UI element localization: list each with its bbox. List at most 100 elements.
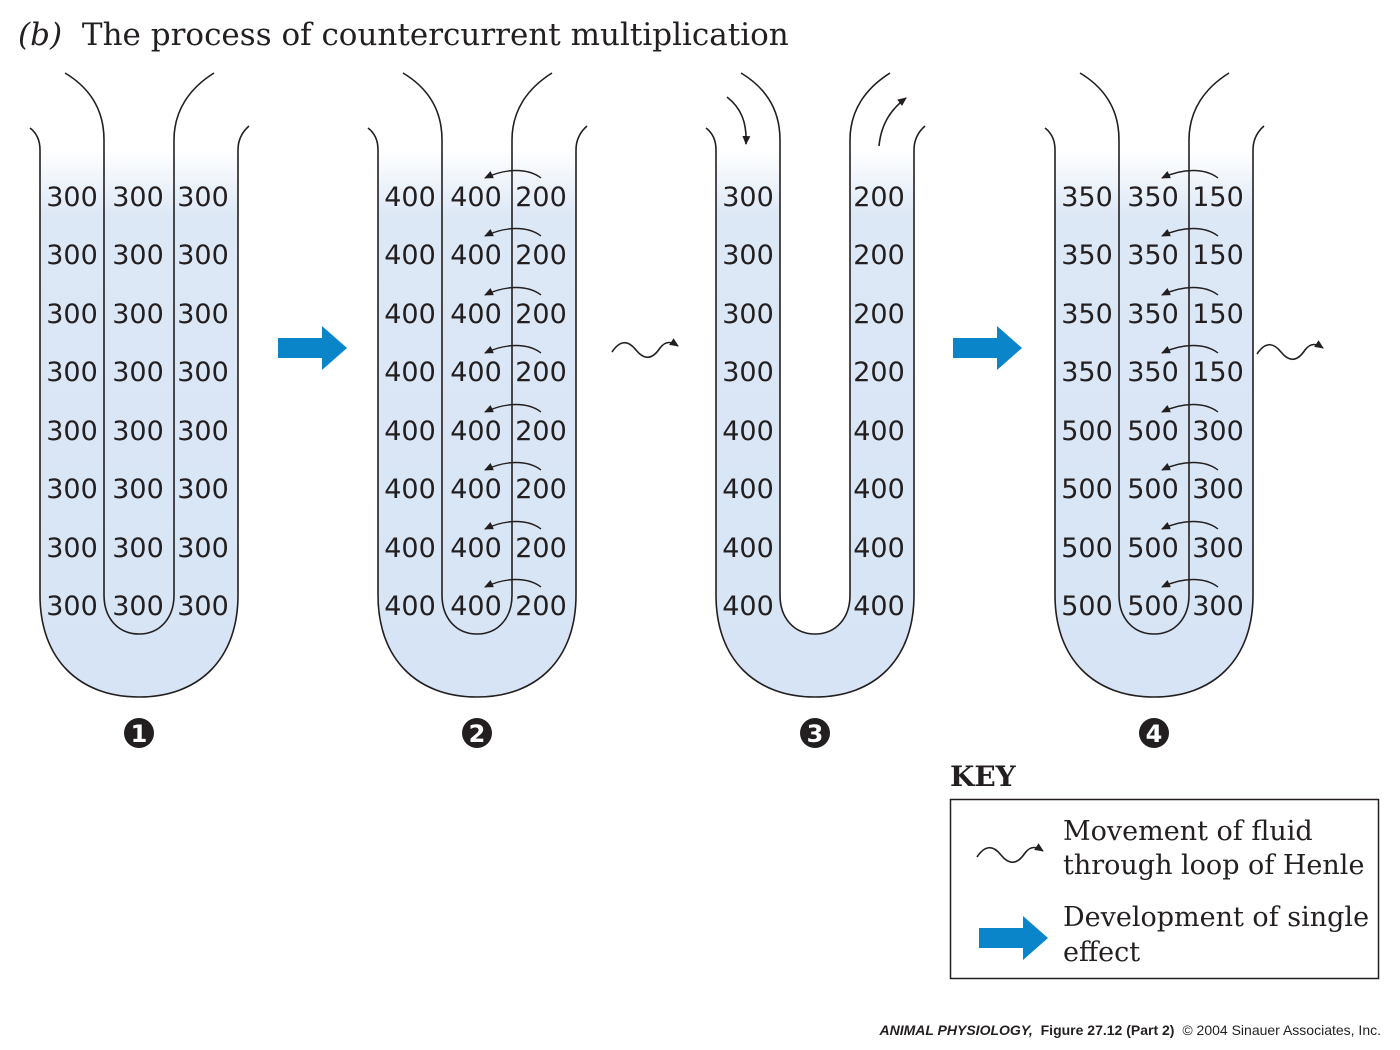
interstitial-value: 300 [112, 357, 164, 388]
step-badge [124, 718, 154, 748]
step-badge [462, 718, 492, 748]
salt-transport-arrow-icon [484, 461, 542, 471]
step-badge [1139, 718, 1169, 748]
key-box [949, 798, 1380, 980]
ascending-limb-value: 150 [1192, 357, 1244, 388]
interstitial-value: 500 [1127, 416, 1179, 447]
salt-transport-arrow-icon [484, 227, 542, 237]
descending-limb-value: 300 [46, 240, 98, 271]
descending-limb-value: 400 [384, 416, 436, 447]
interstitial-value: 300 [112, 533, 164, 564]
loop-panel-1: 300 300 300 300 300 300 300 300 300 300 300 300 300 3… [29, 72, 250, 748]
loop-panels: 300 300 300 300 300 300 300 300 300 300 300 300 300 3… [29, 72, 1265, 748]
step-number: 3 [807, 720, 824, 748]
interstitial-value: 300 [112, 240, 164, 271]
ascending-limb-value: 300 [177, 474, 229, 505]
ascending-limb-value: 300 [1192, 533, 1244, 564]
descending-limb-value: 300 [46, 474, 98, 505]
descending-limb-value: 300 [46, 357, 98, 388]
interstitial-value: 350 [1127, 299, 1179, 330]
descending-limb-value: 400 [722, 474, 774, 505]
salt-transport-arrow-icon [484, 344, 542, 354]
salt-transport-arrow-icon [484, 403, 542, 413]
tubule-inner-wall [740, 72, 891, 635]
salt-transport-arrow-icon [1161, 227, 1219, 237]
descending-limb-value: 350 [1061, 240, 1113, 271]
descending-limb-value: 500 [1061, 416, 1113, 447]
descending-limb-value: 300 [722, 182, 774, 213]
tubule-inner-wall [1079, 72, 1230, 635]
descending-limb-value: 400 [384, 591, 436, 622]
interstitial-value: 350 [1127, 240, 1179, 271]
descending-limb-value: 400 [384, 240, 436, 271]
step-number: 4 [1146, 720, 1163, 748]
descending-limb-value: 400 [722, 533, 774, 564]
ascending-limb-value: 200 [515, 533, 567, 564]
figure-title: (b) The process of countercurrent multip… [18, 17, 789, 53]
ascending-limb-value: 200 [853, 357, 905, 388]
credit-figure: Figure 27.12 (Part 2) [1041, 1022, 1175, 1038]
interstitial-value: 350 [1127, 182, 1179, 213]
ascending-limb-value: 300 [177, 416, 229, 447]
ascending-limb-value: 300 [1192, 474, 1244, 505]
salt-transport-arrow-icon [484, 169, 542, 179]
descending-limb-value: 300 [46, 533, 98, 564]
interstitial-value: 300 [112, 182, 164, 213]
loop-panel-4: 350 350 350 350 500 500 500 500 350 350 350 350 500 5… [1044, 72, 1265, 748]
ascending-limb-value: 150 [1192, 182, 1244, 213]
blue-arrow-icon [979, 916, 1048, 960]
step-number: 1 [131, 720, 148, 748]
interstitial-value: 400 [450, 591, 502, 622]
ascending-limb-value: 200 [515, 357, 567, 388]
descending-limb-value: 300 [722, 240, 774, 271]
ascending-limb-value: 200 [515, 299, 567, 330]
descending-limb-value: 400 [722, 591, 774, 622]
descending-limb-value: 300 [46, 299, 98, 330]
interstitial-value: 300 [112, 299, 164, 330]
interstitial-value: 400 [450, 299, 502, 330]
ascending-limb-value: 400 [853, 533, 905, 564]
ascending-limb-value: 300 [177, 240, 229, 271]
salt-transport-arrow-icon [1161, 520, 1219, 530]
interstitial-value: 400 [450, 182, 502, 213]
key-item-fluid-line2: through loop of Henle [1063, 850, 1364, 881]
figure-credit: ANIMAL PHYSIOLOGY, Figure 27.12 (Part 2)… [878, 1022, 1381, 1038]
ascending-limb-value: 300 [177, 533, 229, 564]
figure-label: (b) [18, 17, 62, 53]
ascending-limb-value: 300 [1192, 416, 1244, 447]
key-item-effect-line1: Development of single [1063, 902, 1369, 933]
ascending-limb-value: 300 [177, 299, 229, 330]
descending-limb-value: 400 [722, 416, 774, 447]
tubule-fluid [40, 150, 238, 697]
ascending-limb-value: 400 [853, 591, 905, 622]
salt-transport-arrow-icon [1161, 286, 1219, 296]
ascending-limb-value: 400 [853, 474, 905, 505]
inflow-arrow-icon [726, 96, 751, 145]
descending-limb-value: 400 [384, 182, 436, 213]
tubule-fluid [716, 150, 914, 697]
ascending-limb-value: 300 [177, 357, 229, 388]
interstitial-value: 500 [1127, 533, 1179, 564]
tubule-outer-wall [29, 125, 250, 698]
interstitial-value: 300 [112, 591, 164, 622]
ascending-limb-value: 200 [515, 182, 567, 213]
ascending-limb-value: 150 [1192, 240, 1244, 271]
ascending-limb-value: 400 [853, 416, 905, 447]
tubule-inner-wall [64, 72, 215, 635]
descending-limb-value: 400 [384, 357, 436, 388]
interstitial-value: 300 [112, 416, 164, 447]
tubule-fluid [1055, 150, 1253, 697]
salt-transport-arrow-icon [1161, 461, 1219, 471]
descending-limb-value: 300 [46, 182, 98, 213]
key-item-fluid-movement: Movement of fluid through loop of Henle [976, 816, 1364, 881]
single-effect-arrow-1 [278, 326, 347, 370]
ascending-limb-value: 300 [177, 591, 229, 622]
descending-limb-value: 500 [1061, 591, 1113, 622]
descending-limb-value: 300 [46, 591, 98, 622]
tubule-outer-wall [705, 125, 926, 698]
salt-transport-arrow-icon [1161, 403, 1219, 413]
interstitial-value: 300 [112, 474, 164, 505]
squiggle-arrow-icon [976, 843, 1044, 864]
descending-limb-value: 500 [1061, 474, 1113, 505]
step-badge [800, 718, 830, 748]
